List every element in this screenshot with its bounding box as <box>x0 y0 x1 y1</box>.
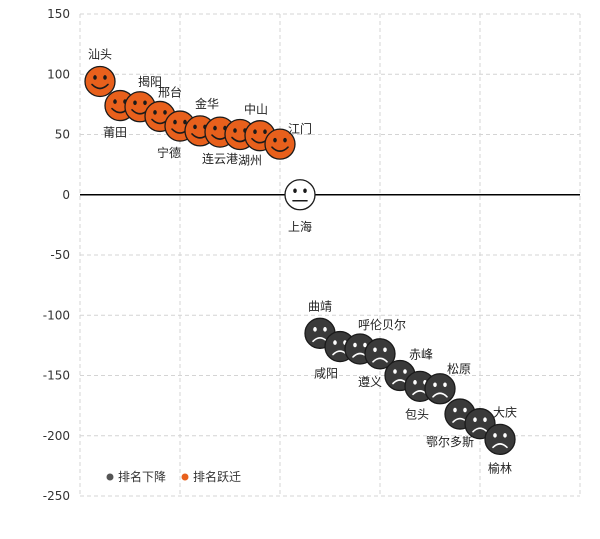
face-eye <box>443 382 447 388</box>
point-label: 汕头 <box>88 47 112 61</box>
y-tick-label: -50 <box>50 248 70 262</box>
point-label: 榆林 <box>488 460 512 475</box>
point-label: 曲靖 <box>308 299 332 313</box>
face-eye <box>263 129 267 135</box>
face-eye <box>493 433 497 438</box>
face-eye <box>133 100 137 106</box>
face-eye <box>413 380 417 385</box>
point-label: 连云港 <box>202 151 238 166</box>
point-neutral <box>284 179 316 211</box>
point-up <box>84 65 116 98</box>
legend-label: 排名下降 <box>118 469 166 484</box>
face-mouth <box>372 357 388 363</box>
y-axis: 150 100 50 0 -50 -100 -150 -200 -250 <box>43 7 70 503</box>
data-points <box>84 65 516 456</box>
face-eye <box>353 342 357 348</box>
point-label: 呼伦贝尔 <box>358 317 406 332</box>
face-eye <box>363 342 367 348</box>
point-label: 邢台 <box>158 84 182 99</box>
point-down <box>384 359 416 392</box>
point-label: 揭阳 <box>138 74 162 89</box>
y-tick-label: 150 <box>47 7 70 21</box>
face-eye <box>103 75 107 80</box>
face-circle <box>484 423 516 456</box>
point-label: 松原 <box>447 362 471 376</box>
point-label: 赤峰 <box>409 348 433 362</box>
y-tick-label: 0 <box>62 188 70 202</box>
face-eye <box>173 119 177 125</box>
point-down <box>424 373 456 405</box>
y-tick-label: -150 <box>43 369 70 383</box>
y-tick-label: 100 <box>47 67 70 81</box>
y-tick-label: -250 <box>43 489 70 503</box>
point-label: 咸阳 <box>314 367 338 381</box>
face-mouth <box>91 83 109 90</box>
face-eye <box>113 99 117 104</box>
face-eye <box>293 188 297 194</box>
point-label: 上海 <box>288 219 312 234</box>
y-tick-label: -100 <box>43 308 70 322</box>
face-eye <box>253 129 257 135</box>
face-eye <box>393 369 397 374</box>
face-eye <box>283 137 287 143</box>
face-eye <box>373 347 377 353</box>
face-mouth <box>492 443 508 449</box>
face-circle <box>424 373 456 405</box>
face-mouth <box>271 146 289 152</box>
legend-marker <box>106 473 114 481</box>
face-eye <box>463 407 467 413</box>
face-circle <box>284 179 316 211</box>
face-eye <box>313 327 317 332</box>
point-label: 大庆 <box>493 406 517 420</box>
point-label: 遵义 <box>358 374 382 389</box>
point-label: 宁德 <box>157 145 181 160</box>
face-mouth <box>432 392 448 398</box>
face-eye <box>383 347 387 353</box>
point-label: 湖州 <box>238 153 262 168</box>
face-eye <box>153 110 157 115</box>
face-eye <box>193 124 197 130</box>
point-label: 包头 <box>405 407 429 421</box>
face-eye <box>333 340 337 345</box>
face-eye <box>303 188 307 194</box>
face-eye <box>143 100 147 106</box>
face-eye <box>503 433 507 438</box>
face-eye <box>433 382 437 388</box>
point-label: 江门 <box>288 121 312 136</box>
point-up <box>264 128 296 160</box>
face-mouth <box>472 427 488 433</box>
legend: 排名下降 排名跃迁 <box>106 469 241 484</box>
face-eye <box>93 75 97 80</box>
face-eye <box>273 137 277 143</box>
legend-marker <box>181 473 189 481</box>
face-eye <box>453 407 457 413</box>
point-down <box>364 338 396 370</box>
point-label: 莆田 <box>103 126 127 140</box>
face-eye <box>233 128 237 133</box>
point-label: 鄂尔多斯 <box>426 434 474 449</box>
face-circle <box>84 65 116 98</box>
point-down <box>484 423 516 456</box>
face-eye <box>483 417 487 423</box>
y-tick-label: 50 <box>55 128 70 142</box>
face-eye <box>183 119 187 125</box>
face-eye <box>163 110 167 115</box>
face-circle <box>264 128 296 160</box>
face-eye <box>403 369 407 374</box>
y-tick-label: -200 <box>43 429 70 443</box>
face-eye <box>473 417 477 423</box>
face-eye <box>323 327 327 332</box>
point-label: 中山 <box>244 102 268 117</box>
face-eye <box>213 125 217 131</box>
point-label: 金华 <box>195 96 219 111</box>
legend-label: 排名跃迁 <box>193 469 241 484</box>
